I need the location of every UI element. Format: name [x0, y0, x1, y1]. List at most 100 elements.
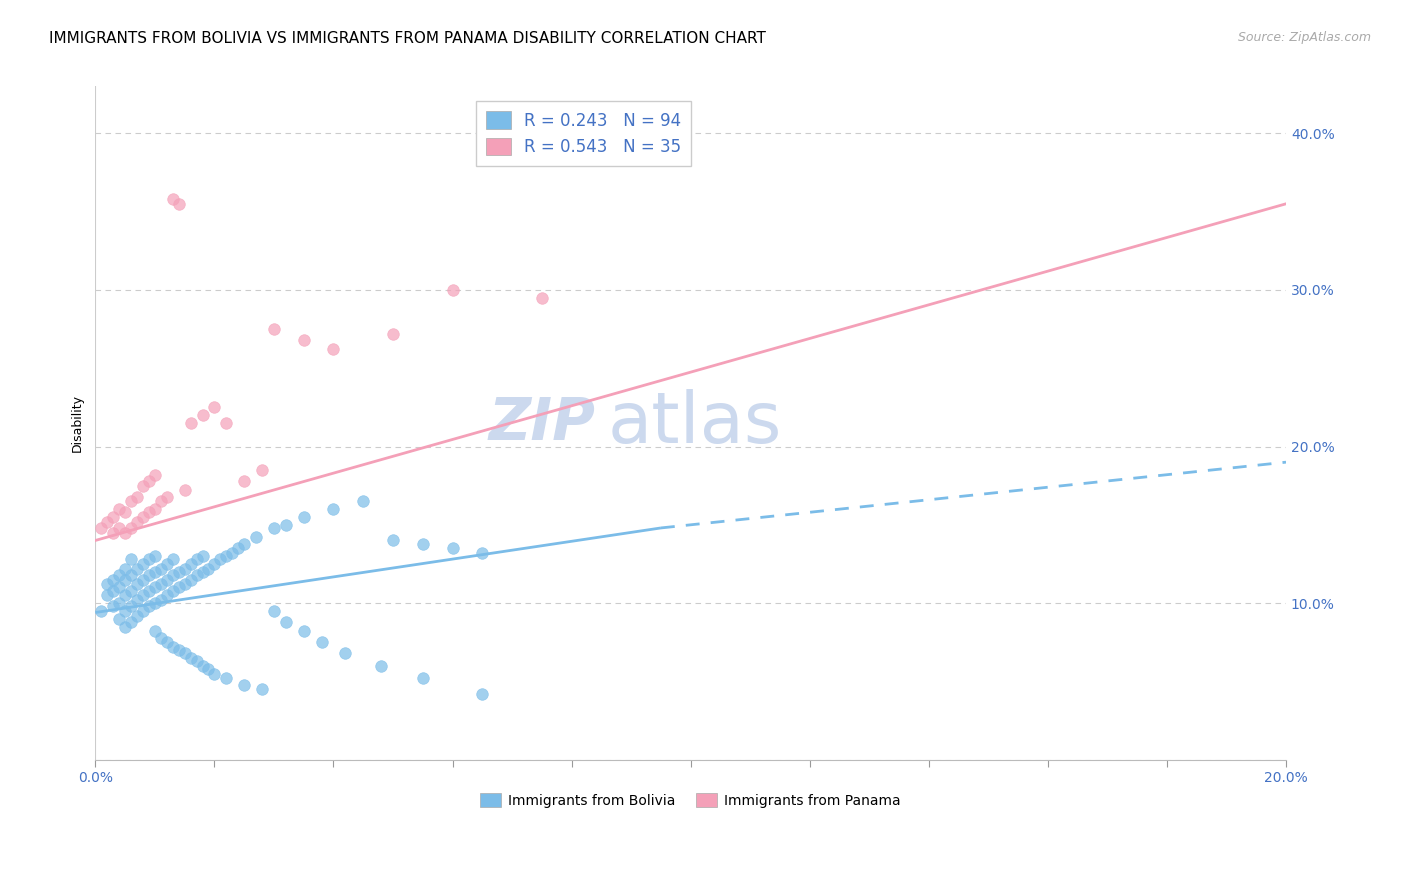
Point	[143, 549, 166, 563]
Point	[167, 196, 190, 211]
Point	[441, 283, 464, 297]
Point	[215, 671, 238, 685]
Point	[263, 322, 285, 336]
Point	[274, 615, 297, 629]
Point	[96, 577, 118, 591]
Point	[226, 541, 249, 556]
Point	[138, 599, 160, 614]
Point	[263, 604, 285, 618]
Point	[292, 624, 315, 639]
Point	[191, 658, 214, 673]
Point	[138, 583, 160, 598]
Point	[335, 646, 357, 660]
Point	[274, 517, 297, 532]
Point	[120, 568, 142, 582]
Point	[215, 549, 238, 563]
Point	[292, 510, 315, 524]
Point	[191, 408, 214, 422]
Text: IMMIGRANTS FROM BOLIVIA VS IMMIGRANTS FROM PANAMA DISABILITY CORRELATION CHART: IMMIGRANTS FROM BOLIVIA VS IMMIGRANTS FR…	[49, 31, 766, 46]
Point	[149, 577, 172, 591]
Point	[156, 557, 179, 571]
Point	[245, 530, 267, 544]
Point	[114, 525, 136, 540]
Point	[103, 583, 125, 598]
Point	[90, 604, 112, 618]
Point	[156, 490, 179, 504]
Point	[114, 505, 136, 519]
Point	[197, 562, 219, 576]
Point	[96, 515, 118, 529]
Text: ZIP: ZIP	[488, 394, 595, 451]
Point	[125, 490, 148, 504]
Legend: Immigrants from Bolivia, Immigrants from Panama: Immigrants from Bolivia, Immigrants from…	[475, 788, 907, 814]
Point	[167, 565, 190, 579]
Point	[132, 478, 155, 492]
Point	[143, 624, 166, 639]
Point	[173, 646, 195, 660]
Point	[250, 463, 273, 477]
Point	[180, 651, 202, 665]
Point	[120, 599, 142, 614]
Point	[114, 573, 136, 587]
Point	[162, 583, 184, 598]
Point	[292, 333, 315, 347]
Point	[125, 593, 148, 607]
Point	[103, 599, 125, 614]
Point	[186, 654, 208, 668]
Point	[186, 552, 208, 566]
Point	[108, 581, 131, 595]
Point	[138, 552, 160, 566]
Point	[108, 596, 131, 610]
Point	[250, 682, 273, 697]
Point	[132, 510, 155, 524]
Point	[125, 515, 148, 529]
Point	[149, 631, 172, 645]
Point	[412, 671, 434, 685]
Point	[156, 573, 179, 587]
Text: Source: ZipAtlas.com: Source: ZipAtlas.com	[1237, 31, 1371, 45]
Point	[138, 505, 160, 519]
Point	[263, 521, 285, 535]
Point	[156, 635, 179, 649]
Point	[143, 565, 166, 579]
Point	[204, 557, 226, 571]
Point	[215, 416, 238, 430]
Point	[209, 552, 232, 566]
Point	[352, 494, 374, 508]
Point	[204, 666, 226, 681]
Point	[167, 581, 190, 595]
Point	[191, 549, 214, 563]
Point	[90, 521, 112, 535]
Point	[103, 573, 125, 587]
Point	[108, 521, 131, 535]
Point	[125, 608, 148, 623]
Point	[173, 483, 195, 498]
Y-axis label: Disability: Disability	[72, 394, 84, 452]
Point	[132, 604, 155, 618]
Point	[162, 192, 184, 206]
Point	[221, 546, 243, 560]
Point	[233, 474, 256, 488]
Point	[471, 546, 494, 560]
Point	[125, 562, 148, 576]
Point	[108, 568, 131, 582]
Point	[382, 326, 405, 341]
Point	[114, 619, 136, 633]
Point	[233, 677, 256, 691]
Point	[162, 640, 184, 654]
Point	[149, 562, 172, 576]
Point	[370, 658, 392, 673]
Point	[441, 541, 464, 556]
Point	[180, 573, 202, 587]
Point	[125, 577, 148, 591]
Point	[173, 562, 195, 576]
Point	[204, 401, 226, 415]
Point	[138, 568, 160, 582]
Point	[186, 568, 208, 582]
Point	[143, 502, 166, 516]
Point	[120, 552, 142, 566]
Point	[167, 643, 190, 657]
Point	[471, 687, 494, 701]
Point	[103, 525, 125, 540]
Point	[149, 494, 172, 508]
